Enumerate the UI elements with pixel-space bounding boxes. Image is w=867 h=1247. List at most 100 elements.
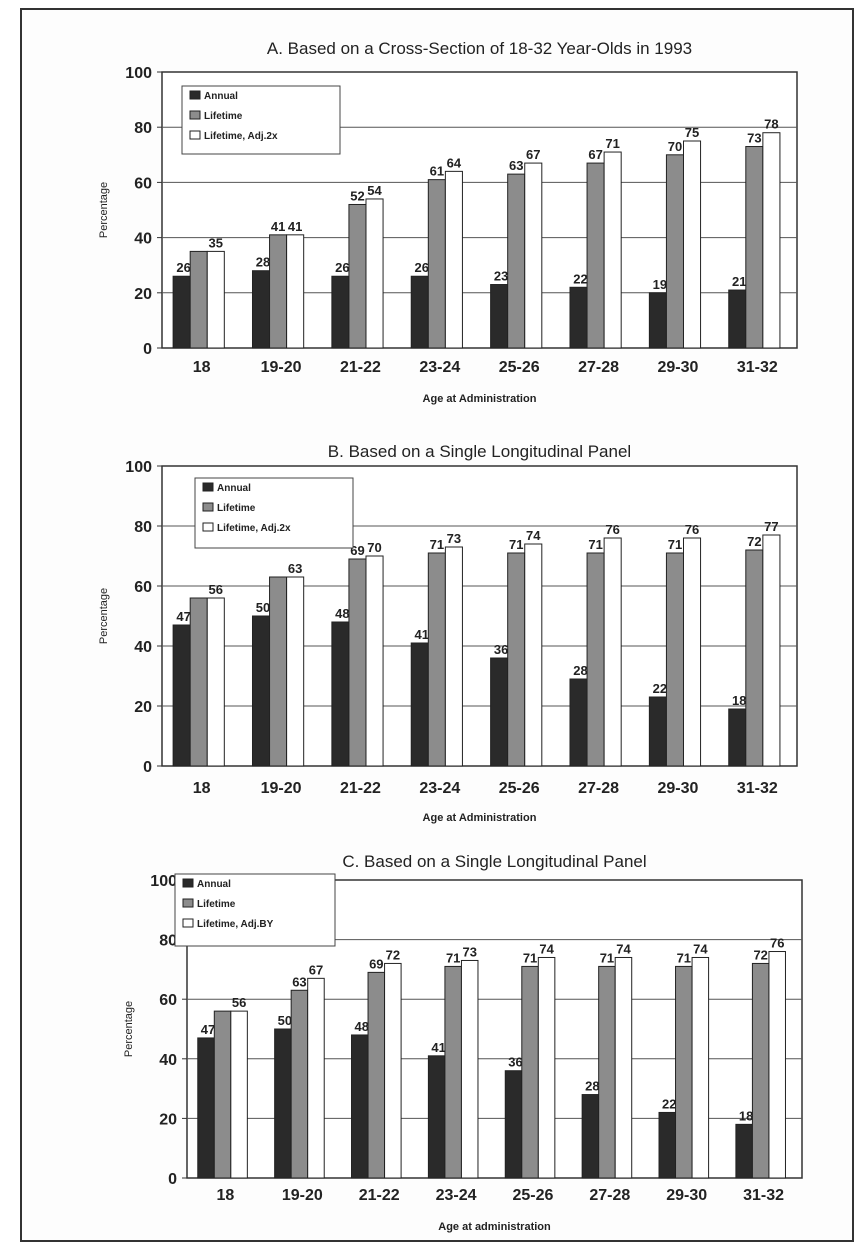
x-tick-label: 29-30 — [657, 780, 698, 797]
bar-lifetime-adj-by — [384, 962, 402, 1179]
legend-label: Lifetime — [197, 899, 236, 910]
data-label: 71 — [605, 136, 619, 151]
bar-annual — [728, 708, 747, 767]
bar-lifetime — [367, 971, 386, 1179]
data-label: 28 — [585, 1079, 599, 1094]
data-label: 52 — [350, 188, 364, 203]
bar-lifetime-adj-by — [768, 951, 786, 1179]
bar-lifetime-adj-x — [365, 198, 384, 349]
bar-lifetime-adj-x — [444, 546, 463, 767]
data-label: 19 — [653, 277, 667, 292]
x-tick-label: 18 — [217, 1187, 235, 1204]
x-tick-label: 19-20 — [261, 780, 302, 797]
data-label: 61 — [430, 164, 444, 179]
x-tick-label: 25-26 — [499, 359, 540, 376]
bar-lifetime-adj-x — [762, 132, 781, 349]
bar-lifetime-adj-x — [524, 543, 543, 767]
x-tick-label: 25-26 — [512, 1187, 553, 1204]
data-label: 67 — [526, 147, 540, 162]
x-tick-label: 21-22 — [340, 780, 381, 797]
y-tick-label: 100 — [125, 65, 152, 82]
data-label: 73 — [747, 131, 761, 146]
data-label: 71 — [668, 537, 682, 552]
y-tick-label: 100 — [150, 873, 177, 890]
bar-lifetime — [290, 989, 309, 1179]
legend-label: Lifetime — [204, 111, 243, 122]
y-tick-label: 20 — [134, 286, 152, 303]
x-axis-label: Age at Administration — [423, 393, 537, 405]
data-label: 71 — [588, 537, 602, 552]
y-axis-label: Percentage — [123, 1001, 135, 1057]
x-axis-label: Age at administration — [438, 1221, 551, 1233]
bar-lifetime — [745, 549, 764, 767]
legend-label: Lifetime, Adj.2x — [204, 131, 278, 142]
bar-annual — [735, 1123, 753, 1179]
data-label: 35 — [209, 235, 223, 250]
bar-lifetime — [189, 250, 208, 349]
legend-label: Lifetime, Adj.2x — [217, 523, 291, 534]
legend-label: Lifetime, Adj.BY — [197, 919, 274, 930]
data-label: 72 — [386, 947, 400, 962]
data-label: 56 — [209, 582, 223, 597]
data-label: 22 — [653, 681, 667, 696]
x-tick-label: 21-22 — [340, 359, 381, 376]
data-label: 69 — [369, 956, 383, 971]
bar-lifetime — [586, 162, 605, 349]
bar-annual — [490, 284, 509, 349]
x-tick-label: 31-32 — [737, 780, 778, 797]
legend-label: Lifetime — [217, 503, 256, 514]
data-label: 50 — [256, 600, 270, 615]
data-label: 67 — [309, 962, 323, 977]
x-tick-label: 23-24 — [419, 780, 460, 797]
data-label: 74 — [539, 941, 554, 956]
x-tick-label: 31-32 — [743, 1187, 784, 1204]
data-label: 36 — [508, 1055, 522, 1070]
y-tick-label: 100 — [125, 459, 152, 476]
bar-lifetime-adj-x — [603, 537, 622, 767]
data-label: 22 — [573, 271, 587, 286]
bar-lifetime-adj-x — [444, 170, 463, 349]
bar-annual — [648, 292, 667, 349]
bar-lifetime — [521, 965, 539, 1179]
data-label: 76 — [770, 936, 784, 951]
bar-annual — [251, 270, 271, 349]
y-tick-label: 0 — [143, 341, 152, 358]
legend-label: Annual — [204, 91, 238, 102]
data-label: 47 — [176, 609, 190, 624]
data-label: 36 — [494, 642, 508, 657]
data-label: 41 — [415, 627, 429, 642]
legend: Annual Lifetime Lifetime, Adj.BY — [174, 873, 336, 947]
bar-lifetime — [444, 965, 462, 1179]
bar-lifetime — [189, 597, 208, 767]
x-axis-label: Age at Administration — [423, 812, 537, 824]
bar-annual — [331, 621, 350, 767]
y-tick-label: 0 — [168, 1171, 177, 1188]
data-label: 74 — [526, 528, 541, 543]
bar-annual — [172, 624, 191, 767]
legend-swatch — [189, 130, 201, 140]
data-label: 41 — [288, 219, 302, 234]
x-tick-label: 31-32 — [737, 359, 778, 376]
y-tick-label: 0 — [143, 759, 152, 776]
data-label: 71 — [677, 950, 691, 965]
bar-lifetime — [665, 154, 684, 349]
data-label: 72 — [747, 534, 761, 549]
bar-lifetime-adj-by — [307, 977, 325, 1179]
legend-label: Annual — [217, 483, 251, 494]
data-label: 71 — [509, 537, 523, 552]
data-label: 26 — [415, 260, 429, 275]
bar-annual — [569, 678, 588, 767]
legend-box — [174, 873, 336, 947]
x-tick-label: 23-24 — [436, 1187, 477, 1204]
chart-title: C. Based on a Single Longitudinal Panel — [342, 852, 646, 871]
bar-annual — [197, 1037, 215, 1179]
data-label: 75 — [685, 125, 699, 140]
data-label: 71 — [600, 950, 614, 965]
bar-annual — [504, 1070, 523, 1179]
y-axis-label: Percentage — [98, 182, 110, 238]
data-label: 64 — [447, 155, 462, 170]
data-label: 71 — [430, 537, 444, 552]
data-label: 63 — [288, 561, 302, 576]
y-tick-label: 20 — [134, 699, 152, 716]
data-label: 41 — [271, 219, 285, 234]
